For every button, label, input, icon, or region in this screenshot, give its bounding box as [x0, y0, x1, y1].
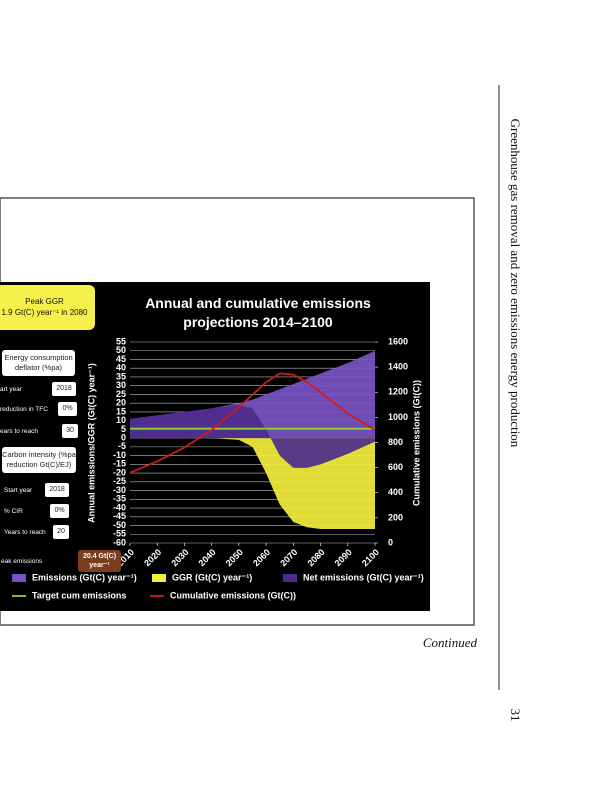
control-input: 30: [62, 424, 78, 438]
y-tick-label: -55: [113, 529, 126, 539]
y-tick-label: 40: [116, 363, 126, 373]
control-input: 0%: [50, 504, 69, 518]
control-label: Years to reach: [4, 529, 46, 536]
y-tick-label: -40: [113, 502, 126, 512]
y-tick-label: -20: [113, 467, 126, 477]
y-tick-label: 10: [116, 415, 126, 425]
y-tick-label: 30: [116, 380, 126, 390]
carbon-heading: Carbon intensity (%pa reduction Gt(C)/EJ…: [2, 447, 76, 473]
y2-tick-label: 400: [388, 487, 403, 497]
line: [129, 372, 376, 474]
y-tick-label: 25: [116, 389, 126, 399]
y-tick-label: -60: [113, 537, 126, 547]
control-label: % CIR: [4, 508, 23, 515]
control-input: 2018: [45, 483, 69, 497]
legend-swatch: [283, 574, 297, 582]
y2-tick-label: 1400: [388, 362, 408, 372]
legend-swatch: [152, 574, 166, 582]
legend-label: Emissions (Gt(C) year⁻¹): [32, 572, 137, 582]
y-tick-label: 20: [116, 398, 126, 408]
y-tick-label: -35: [113, 494, 126, 504]
y-tick-label: 0: [121, 433, 126, 443]
peak-ggr-title: Peak GGR: [25, 297, 64, 306]
y-tick-label: 50: [116, 345, 126, 355]
y2-tick-label: 1000: [388, 412, 408, 422]
legend-label: Cumulative emissions (Gt(C)): [170, 590, 296, 600]
control-input: 20: [53, 525, 69, 539]
y-tick-label: -10: [113, 450, 126, 460]
y-tick-label: -30: [113, 485, 126, 495]
y2-tick-label: 0: [388, 537, 393, 547]
control-input: 0%: [58, 402, 77, 416]
legend-label: Net emissions (Gt(C) year⁻¹): [303, 572, 424, 582]
legend-swatch: [12, 574, 26, 582]
y2-axis-title: Cumulative emissions (Gt(C)): [411, 380, 421, 506]
chart-title: Annual and cumulative emissions projecti…: [145, 295, 371, 330]
energy-heading: Energy consumption deflator (%pa): [2, 350, 75, 376]
y-tick-label: -45: [113, 511, 126, 521]
y-tick-label: 5: [121, 424, 126, 434]
peak-ggr-value: 1.9 Gt(C) year⁻¹ in 2080: [1, 308, 88, 317]
y2-tick-label: 200: [388, 512, 403, 522]
y-tick-label: 55: [116, 336, 126, 346]
y-tick-label: 45: [116, 354, 126, 364]
y-tick-label: 35: [116, 371, 126, 381]
control-label: art year: [0, 386, 23, 393]
legend-label: Target cum emissions: [32, 590, 126, 600]
running-head: Greenhouse gas removal and zero emission…: [508, 118, 523, 448]
peak-ggr-box: Peak GGR 1.9 Gt(C) year⁻¹ in 2080: [0, 285, 95, 330]
y-tick-label: -50: [113, 520, 126, 530]
control-input: 2018: [52, 382, 76, 396]
legend-label: GGR (Gt(C) year⁻¹): [172, 572, 252, 582]
control-label: Start year: [4, 487, 33, 494]
page-number: 31: [508, 708, 523, 722]
y2-tick-label: 1600: [388, 336, 408, 346]
control-label: eak emissions: [1, 558, 43, 565]
y-tick-label: 15: [116, 406, 126, 416]
y2-tick-label: 1200: [388, 387, 408, 397]
continued-note: Continued: [422, 635, 477, 650]
y-tick-label: -25: [113, 476, 126, 486]
y-tick-label: -5: [118, 441, 126, 451]
y2-tick-label: 600: [388, 462, 403, 472]
peak-emissions-value: 20.4 Gt(C) year⁻¹: [78, 550, 121, 572]
y-axis-title: Annual emissions/GGR (Gt(C) year⁻¹): [86, 363, 96, 523]
control-label: ears to reach: [0, 428, 38, 435]
y-tick-label: -15: [113, 459, 126, 469]
area: [130, 404, 375, 468]
y2-tick-label: 800: [388, 437, 403, 447]
control-label: reduction in TFC: [0, 406, 48, 413]
